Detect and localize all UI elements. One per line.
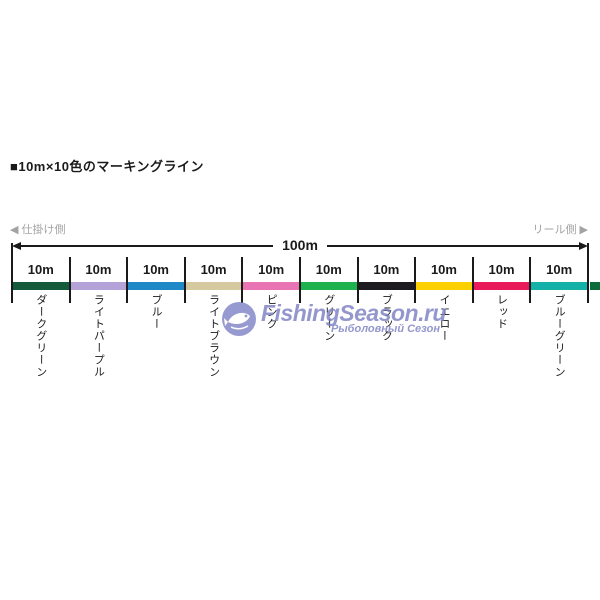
segment-length-label: 10m bbox=[85, 262, 112, 277]
segment-length-label: 10m bbox=[430, 262, 457, 277]
total-length-measure: 100m bbox=[12, 237, 588, 253]
segment: 10m ピンク bbox=[242, 257, 300, 394]
total-length-label: 100m bbox=[282, 237, 318, 253]
segment: 10m ブラック bbox=[357, 257, 416, 394]
measure-line-left bbox=[21, 244, 274, 247]
segment-color-label: イエロー bbox=[437, 294, 450, 342]
triangle-right-icon: ▶ bbox=[579, 224, 588, 236]
segment-length-label: 10m bbox=[315, 262, 342, 277]
color-band bbox=[242, 282, 300, 290]
segment-length-label: 10m bbox=[373, 262, 400, 277]
segment: 10m ブルーグリーン bbox=[530, 257, 588, 394]
triangle-left-icon: ◀ bbox=[10, 224, 19, 236]
segment-color-label: ブルー bbox=[149, 294, 162, 330]
color-band bbox=[69, 282, 128, 290]
segment: 10m グリーン bbox=[299, 257, 358, 394]
segment-color-label: グリーン bbox=[322, 294, 335, 342]
reel-side-text: リール側 bbox=[532, 224, 577, 236]
segment: 10m ブルー bbox=[127, 257, 185, 394]
segment-length-label: 10m bbox=[546, 262, 573, 277]
color-band bbox=[184, 282, 243, 290]
segment-length-label: 10m bbox=[258, 262, 285, 277]
segment: 10m レッド bbox=[472, 257, 531, 394]
segment: 10m ライトブラウン bbox=[184, 257, 243, 394]
page-title: ■10m×10色のマーキングライン bbox=[10, 159, 205, 174]
segment-length-label: 10m bbox=[142, 262, 169, 277]
segment-color-label: ピンク bbox=[265, 294, 278, 330]
color-band bbox=[299, 282, 358, 290]
segment-color-label: ブラック bbox=[380, 294, 393, 342]
segment-color-label: ダークグリーン bbox=[34, 294, 47, 378]
arrowhead-left-icon bbox=[12, 241, 21, 250]
segment-color-label: ライトブラウン bbox=[207, 294, 220, 378]
color-band bbox=[415, 282, 473, 290]
segment-length-label: 10m bbox=[27, 262, 54, 277]
segment: 10m ダークグリーン bbox=[12, 257, 70, 394]
segment-color-label: ライトパープル bbox=[92, 294, 105, 378]
arrowhead-right-icon bbox=[579, 241, 588, 250]
color-band bbox=[357, 282, 416, 290]
rig-side-label: ◀ 仕掛け側 bbox=[10, 221, 66, 237]
segment-length-label: 10m bbox=[200, 262, 227, 277]
color-band bbox=[472, 282, 531, 290]
segment: 10m ライトパープル bbox=[69, 257, 128, 394]
color-band bbox=[127, 282, 185, 290]
segment-length-label: 10m bbox=[488, 262, 515, 277]
segment-color-label: レッド bbox=[495, 294, 508, 330]
color-band bbox=[530, 282, 588, 290]
reel-side-label: リール側 ▶ bbox=[532, 221, 588, 237]
segment: 10m イエロー bbox=[415, 257, 473, 394]
measure-line-right bbox=[326, 244, 579, 247]
segments-row: 10m ダークグリーン 10m ライトパープル 10m ブルー 10m ライトブラウン 10m ピ… bbox=[12, 257, 588, 394]
color-band bbox=[12, 282, 70, 290]
continuation-band bbox=[590, 282, 600, 290]
segment-color-label: ブルーグリーン bbox=[553, 294, 566, 378]
rig-side-text: 仕掛け側 bbox=[21, 224, 66, 236]
